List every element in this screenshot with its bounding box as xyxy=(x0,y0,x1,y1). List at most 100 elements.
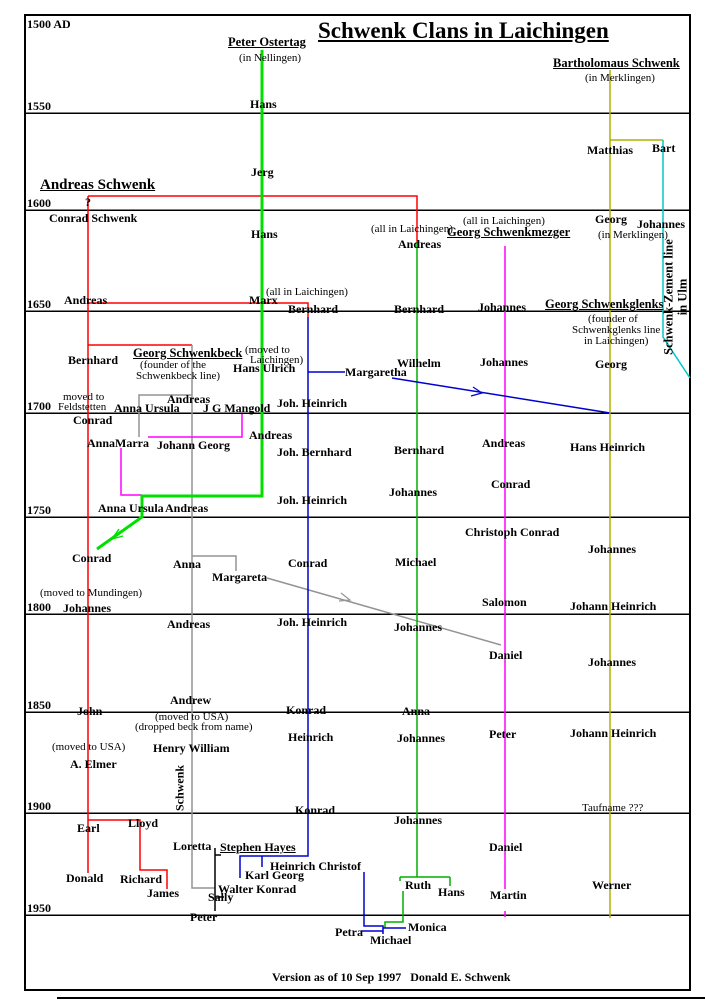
year-label-1700: 1700 xyxy=(27,399,51,413)
label-anna: Anna xyxy=(173,557,202,571)
label-all-in-laichingen-2: (all in Laichingen) xyxy=(266,286,348,298)
label-wilhelm: Wilhelm xyxy=(397,356,441,370)
label-johann-heinrich: Johann Heinrich xyxy=(570,599,657,613)
label-konrad-1: Konrad xyxy=(295,803,336,817)
label-version-as-of-10-sep-1997-donald-e-schwenk: Version as of 10 Sep 1997 Donald E. Schw… xyxy=(272,970,511,984)
label-johannes-8: Johannes xyxy=(397,731,446,745)
label-moved-to: (moved to xyxy=(245,344,290,356)
label-bernhard-2: Bernhard xyxy=(68,353,119,367)
label-peter-ostertag: Peter Ostertag xyxy=(228,35,306,49)
label-heinrich-christof: Heinrich Christof xyxy=(270,859,361,873)
clan-line-blue-21 xyxy=(239,317,309,878)
label-konrad: Konrad xyxy=(286,703,327,717)
label-anna-ursula-1: Anna Ursula xyxy=(98,501,164,515)
label-hans: Hans xyxy=(250,97,277,111)
label-bernhard-3: Bernhard xyxy=(394,443,445,457)
year-label-1900: 1900 xyxy=(27,799,51,813)
label-dropped-beck-from-name: (dropped beck from name) xyxy=(135,721,253,733)
label-salomon: Salomon xyxy=(482,595,527,609)
clan-line-cyan-34 xyxy=(662,140,691,379)
year-label-1550: 1550 xyxy=(27,99,51,113)
label-georg-schwenkglenks: Georg Schwenkglenks xyxy=(545,297,664,311)
label-joh-bernhard: Joh. Bernhard xyxy=(277,445,352,459)
label-martin: Martin xyxy=(490,888,527,902)
label-founder-of: (founder of xyxy=(588,313,638,325)
clan-line-blue-25 xyxy=(470,386,484,397)
label-bartholomaus-schwenk: Bartholomaus Schwenk xyxy=(553,56,680,70)
label-laichingen: Laichingen) xyxy=(250,354,304,366)
label-andreas-2: Andreas xyxy=(167,392,211,406)
year-label-1750: 1750 xyxy=(27,503,51,517)
clan-line-gray-5 xyxy=(191,345,215,889)
label-andreas-1: Andreas xyxy=(64,293,108,307)
year-label-1500-ad: 1500 AD xyxy=(27,17,71,31)
label-annamarra: AnnaMarra xyxy=(87,436,149,450)
label-a-elmer: A. Elmer xyxy=(70,757,117,771)
clan-line-gray-6 xyxy=(138,394,192,437)
label-hans-1: Hans xyxy=(251,227,278,241)
label-petra: Petra xyxy=(335,925,363,939)
label-founder-of-the: (founder of the xyxy=(140,359,206,371)
label-james: James xyxy=(147,886,179,900)
label-michael: Michael xyxy=(395,555,437,569)
label-in-merklingen: (in Merklingen) xyxy=(585,72,655,84)
label-moved-to-mundingen: (moved to Mundingen) xyxy=(40,587,143,599)
label-taufname: Taufname ??? xyxy=(582,802,644,814)
clan-line-blue-24 xyxy=(391,377,611,414)
label-daniel-1: Daniel xyxy=(489,840,523,854)
clan-line-red-2 xyxy=(88,302,309,317)
label-werner: Werner xyxy=(592,878,632,892)
label-walter-konrad: Walter Konrad xyxy=(218,882,297,896)
label-bart: Bart xyxy=(652,141,676,155)
label-all-in-laichingen: (all in Laichingen) xyxy=(371,223,453,235)
label-all-in-laichingen-1: (all in Laichingen) xyxy=(463,215,545,227)
label-anna-1: Anna xyxy=(402,704,431,718)
label-johannes: Johannes xyxy=(637,217,686,231)
clan-line-magenta-13 xyxy=(120,448,142,496)
label-johannes-7: Johannes xyxy=(588,655,637,669)
label-johannes-1: Johannes xyxy=(478,300,527,314)
clan-line-blue-26 xyxy=(363,872,384,934)
label-margaretha: Margaretha xyxy=(345,365,407,379)
label-johannes-9: Johannes xyxy=(394,813,443,827)
label-john: John xyxy=(77,704,103,718)
year-label-1650: 1650 xyxy=(27,297,51,311)
label-conrad-2: Conrad xyxy=(72,551,112,565)
label-andreas-4: Andreas xyxy=(482,436,526,450)
label-joh-heinrich-1: Joh. Heinrich xyxy=(277,493,348,507)
label-loretta: Loretta xyxy=(173,839,212,853)
label-hans-heinrich: Hans Heinrich xyxy=(570,440,646,454)
label-in-nellingen: (in Nellingen) xyxy=(239,52,302,64)
label-stephen-hayes: Stephen Hayes xyxy=(220,840,296,854)
label-sally: Sally xyxy=(208,890,234,904)
clan-line-red-1 xyxy=(88,195,418,241)
label-feldstetten: Feldstetten xyxy=(58,401,107,413)
clan-line-gray-9 xyxy=(338,592,352,602)
label-johannes-4: Johannes xyxy=(588,542,637,556)
year-label-1950: 1950 xyxy=(27,901,51,915)
label-monica: Monica xyxy=(408,920,447,934)
label-conrad: Conrad xyxy=(73,413,113,427)
label-andreas-schwenk: Andreas Schwenk xyxy=(40,177,156,193)
label-johannes-6: Johannes xyxy=(394,620,443,634)
clan-line-red-4 xyxy=(88,819,168,889)
label-schwenk-clans-in-laichingen: Schwenk Clans in Laichingen xyxy=(318,18,609,43)
label-johann-heinrich-1: Johann Heinrich xyxy=(570,726,657,740)
label-schwenkglenks-line: Schwenkglenks line xyxy=(572,324,661,336)
label-daniel: Daniel xyxy=(489,648,523,662)
label-schwenk-zement-line-in-ulm: Schwenk-Zement line in Ulm xyxy=(661,239,690,355)
label-moved-to-usa-1: (moved to USA) xyxy=(52,741,126,753)
label-margareta: Margareta xyxy=(212,570,268,584)
label-peter-1: Peter xyxy=(190,910,218,924)
label-in-merklingen-1: (in Merklingen) xyxy=(598,229,668,241)
label-johannes-5: Johannes xyxy=(63,601,112,615)
label-conrad-schwenk: Conrad Schwenk xyxy=(49,211,138,225)
label-georg-1: Georg xyxy=(595,357,627,371)
label-heinrich: Heinrich xyxy=(288,730,334,744)
label-johannes-2: Johannes xyxy=(480,355,529,369)
label-christoph-conrad: Christoph Conrad xyxy=(465,525,560,539)
label-michael-1: Michael xyxy=(370,933,412,947)
clan-line-bright_green-15 xyxy=(110,528,124,541)
clan-line-green-20 xyxy=(384,891,404,928)
